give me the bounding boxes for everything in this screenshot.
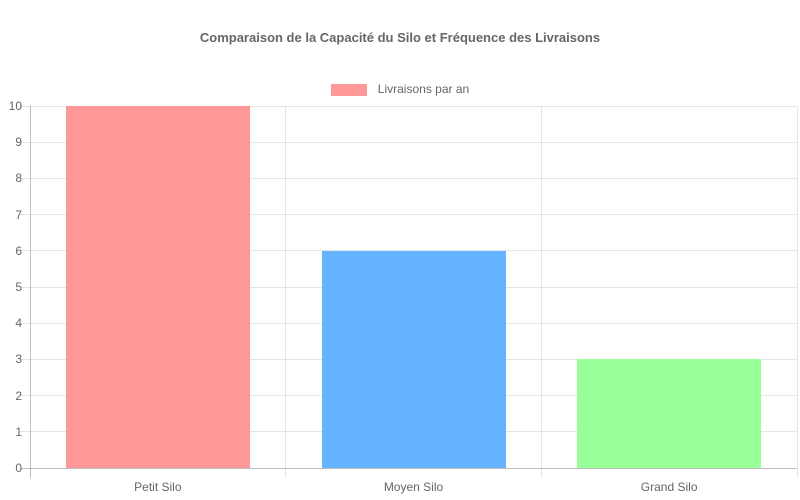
y-axis-tick-label: 8 [15, 171, 22, 186]
y-axis-line [29, 106, 31, 478]
y-axis-tick-label: 7 [15, 207, 22, 222]
gridline-horizontal [20, 105, 797, 107]
gridline-vertical [540, 106, 542, 478]
bar-moyen-silo[interactable] [321, 250, 506, 468]
y-axis-tick-label: 1 [15, 424, 22, 439]
gridline-horizontal [20, 467, 797, 469]
y-axis-tick-label: 2 [15, 388, 22, 403]
gridline-horizontal [20, 177, 797, 179]
y-axis-tick-label: 6 [15, 243, 22, 258]
y-axis-tick-label: 3 [15, 352, 22, 367]
bar-petit-silo[interactable] [65, 106, 250, 468]
chart-title: Comparaison de la Capacité du Silo et Fr… [199, 30, 601, 45]
y-axis-tick-label: 0 [15, 461, 22, 475]
bar-grand-silo[interactable] [577, 359, 762, 468]
legend: Livraisons par an [0, 83, 800, 96]
legend-label[interactable]: Livraisons par an [377, 82, 470, 96]
y-axis-tick-label: 9 [15, 135, 22, 150]
gridline-vertical [796, 106, 798, 478]
x-axis-tick-label: Petit Silo [134, 480, 182, 494]
y-axis-tick-label: 4 [15, 316, 22, 331]
x-axis-tick-label: Moyen Silo [383, 480, 444, 494]
x-axis-tick-label: Grand Silo [640, 480, 698, 494]
y-axis-tick-label: 5 [15, 280, 22, 294]
legend-swatch[interactable] [330, 83, 367, 96]
gridline-horizontal [20, 141, 797, 143]
y-axis-tick-label: 10 [8, 99, 22, 113]
gridline-horizontal [20, 214, 797, 216]
gridline-vertical [285, 106, 287, 478]
